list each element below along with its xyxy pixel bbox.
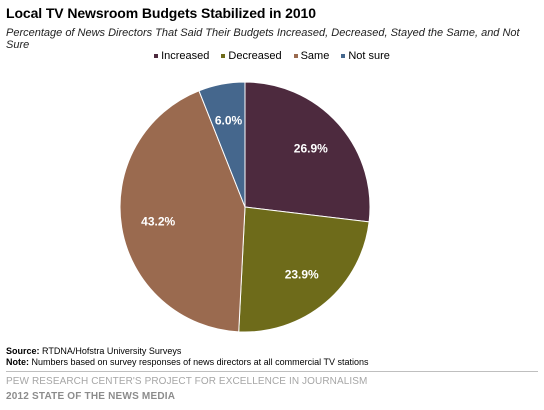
pie-slice-increased [244,81,371,223]
source-text: RTDNA/Hofstra University Surveys [39,346,182,356]
footer-org: PEW RESEARCH CENTER'S PROJECT FOR EXCELL… [6,376,368,387]
note-line: Note: Numbers based on survey responses … [6,357,368,367]
pie-chart: 26.9% 23.9% 43.2% 6.0% [119,81,371,333]
footer-divider [6,371,538,372]
chart-subtitle: Percentage of News Directors That Said T… [6,27,520,51]
slice-label-same: 43.2% [141,214,175,228]
footer-report: 2012 STATE OF THE NEWS MEDIA [6,391,176,402]
legend-item-not-sure: Not sure [341,50,390,62]
chart-title: Local TV Newsroom Budgets Stabilized in … [6,5,316,21]
slice-label-not-sure: 6.0% [215,114,243,128]
legend-label-same: Same [300,50,330,62]
legend-label-not-sure: Not sure [348,50,390,62]
note-label: Note: [6,357,29,367]
legend-item-same: Same [293,50,330,62]
legend-swatch-not-sure [341,54,346,58]
source-label: Source: [6,346,40,356]
legend-label-decreased: Decreased [228,50,282,62]
pie-slice-decreased [238,206,370,333]
slice-label-increased: 26.9% [294,142,328,156]
legend-swatch-same [293,54,298,58]
slice-label-decreased: 23.9% [285,267,319,281]
legend-item-decreased: Decreased [221,50,282,62]
legend: Increased Decreased Same Not sure [0,50,544,62]
source-line: Source: RTDNA/Hofstra University Surveys [6,346,181,356]
pie-slice-same [119,90,246,333]
legend-swatch-increased [154,54,159,58]
note-text: Numbers based on survey responses of new… [29,357,369,367]
pie-slice-not-sure [198,81,246,208]
legend-swatch-decreased [221,54,226,58]
legend-item-increased: Increased [154,50,209,62]
legend-label-increased: Increased [161,50,210,62]
